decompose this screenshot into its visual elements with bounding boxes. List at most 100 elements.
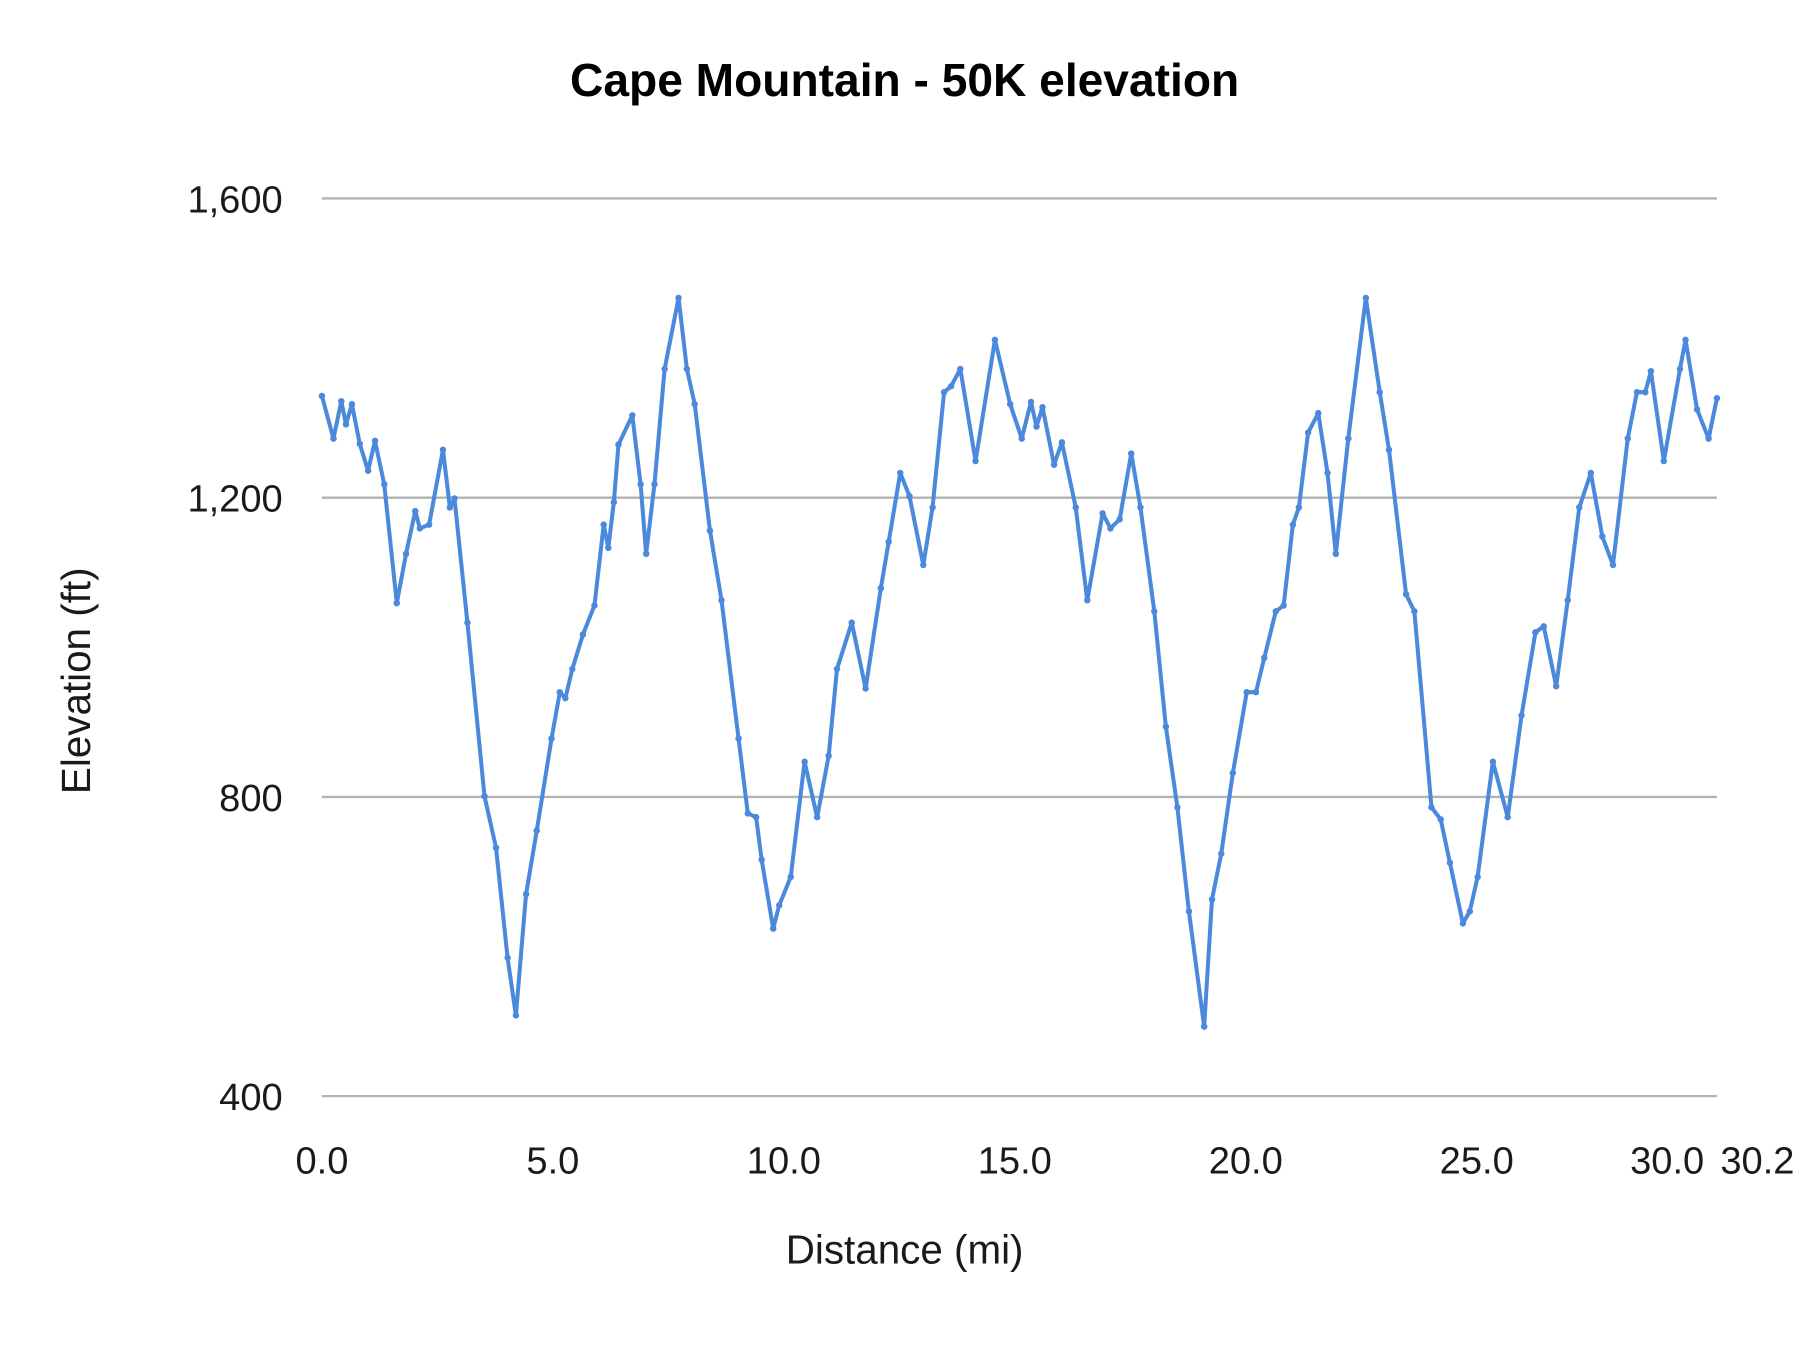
data-point (1642, 388, 1649, 396)
data-point (1315, 409, 1322, 417)
y-tick-label: 800 (219, 778, 283, 820)
data-point (481, 792, 488, 800)
data-point (1072, 504, 1080, 511)
data-point (1693, 406, 1701, 413)
data-point (504, 954, 511, 961)
data-point (1107, 525, 1114, 532)
data-point (825, 752, 832, 760)
data-point (1272, 608, 1280, 615)
data-point (675, 294, 682, 302)
data-point (957, 365, 964, 373)
data-point (1050, 461, 1058, 469)
data-point (330, 435, 337, 442)
data-point (364, 467, 372, 474)
data-point (381, 480, 388, 488)
gridlines (321, 197, 1717, 1098)
data-point (972, 457, 979, 465)
y-axis-label: Elevation (ft) (53, 567, 99, 794)
data-point (548, 735, 555, 742)
data-point (752, 813, 760, 821)
data-point (947, 382, 955, 390)
data-point (1540, 623, 1547, 630)
data-point (833, 665, 841, 673)
data-point (439, 446, 447, 454)
data-point (1006, 400, 1014, 408)
data-point (1261, 654, 1268, 662)
x-tick-label: 25.0 (1440, 1140, 1514, 1182)
data-point (1200, 1023, 1208, 1030)
data-point (718, 596, 725, 604)
data-point (1504, 813, 1511, 821)
data-point (769, 925, 777, 932)
data-point (1218, 850, 1225, 858)
chart-title: Cape Mountain - 50K elevation (570, 54, 1239, 106)
x-tick-label: 5.0 (526, 1140, 579, 1182)
data-point (813, 813, 821, 821)
y-axis-ticks: 400 800 1,200 1,600 (187, 179, 282, 1119)
data-point (451, 495, 458, 502)
elevation-line (319, 295, 1719, 1029)
data-point (683, 365, 691, 373)
data-point (1402, 590, 1410, 598)
data-point (610, 498, 618, 506)
data-point (348, 400, 356, 408)
data-point (605, 544, 612, 552)
data-point (1682, 336, 1689, 344)
data-point (1208, 896, 1216, 903)
data-point (706, 527, 714, 534)
data-point (1185, 908, 1193, 915)
x-tick-label: 20.0 (1209, 1140, 1283, 1182)
data-point (1137, 504, 1144, 511)
data-point (1033, 423, 1040, 430)
data-point (393, 599, 400, 607)
data-point (318, 392, 326, 400)
data-point (1466, 908, 1474, 915)
data-point (1609, 561, 1617, 569)
data-point (1428, 804, 1435, 811)
data-point (1295, 504, 1303, 511)
data-point (1532, 629, 1539, 636)
data-point (1099, 510, 1106, 517)
data-point (512, 1012, 520, 1019)
y-tick-label: 1,200 (187, 479, 282, 521)
data-point (744, 810, 752, 817)
data-point (1411, 608, 1418, 615)
data-point (615, 441, 622, 448)
data-point (402, 550, 410, 558)
data-point (412, 507, 419, 515)
data-point (1564, 596, 1571, 604)
data-point (758, 856, 765, 863)
y-tick-label: 400 (219, 1077, 283, 1119)
data-point (1324, 469, 1331, 477)
data-point (1437, 816, 1444, 823)
data-point (1587, 469, 1595, 477)
data-point (661, 365, 668, 373)
data-point (1304, 429, 1312, 436)
data-point (691, 400, 698, 408)
data-point (1151, 608, 1158, 615)
data-point (1362, 294, 1370, 302)
data-point (464, 619, 471, 626)
data-point (338, 397, 345, 405)
x-tick-label: 0.0 (295, 1140, 348, 1182)
x-axis-ticks: 0.0 5.0 10.0 15.0 20.0 25.0 30.0 30.2 (295, 1140, 1794, 1182)
data-point (1174, 804, 1181, 811)
data-point (1552, 682, 1560, 690)
data-point (600, 521, 607, 528)
data-point (1018, 435, 1025, 442)
data-point (1243, 688, 1250, 696)
data-point (801, 758, 808, 765)
data-point (1127, 450, 1135, 457)
elevation-series (318, 294, 1721, 1030)
data-point (446, 504, 454, 511)
data-point (1647, 368, 1655, 375)
data-point (1489, 758, 1497, 765)
data-point (556, 688, 564, 696)
data-point (735, 735, 742, 742)
data-point (642, 550, 650, 558)
data-point (591, 602, 598, 609)
data-point (1713, 394, 1721, 402)
data-point (1599, 533, 1606, 540)
data-point (1705, 435, 1712, 442)
data-point (1229, 769, 1237, 777)
